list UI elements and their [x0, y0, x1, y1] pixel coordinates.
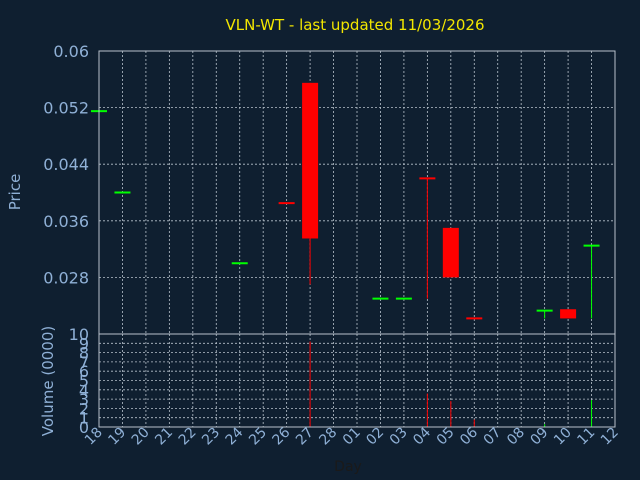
price-tick-label: 0.036 — [43, 212, 89, 231]
candle-body — [560, 309, 577, 319]
volume-tick-label: 5 — [79, 372, 89, 391]
volume-panel-frame — [98, 333, 616, 428]
volume-tick-label: 10 — [69, 325, 89, 344]
price-tick-label: 0.06 — [53, 42, 89, 61]
candle-body — [442, 227, 459, 278]
price-tick-label: 0.052 — [43, 99, 89, 118]
volume-tick-label: 8 — [79, 344, 89, 363]
volume-tick-label: 0 — [79, 418, 89, 437]
x-axis-label: Day — [334, 459, 362, 475]
volume-tick-label: 9 — [79, 334, 89, 353]
chart-title: VLN-WT - last updated 11/03/2026 — [225, 16, 484, 34]
price-tick-label: 0.028 — [43, 268, 89, 287]
volume-axis-label: Volume (0000) — [39, 326, 57, 436]
volume-grid — [99, 334, 615, 427]
price-axis-label: Price — [6, 174, 24, 211]
candle-body — [302, 82, 319, 239]
volume-tick-label: 4 — [79, 381, 89, 400]
volume-tick-label: 1 — [79, 409, 89, 428]
volume-tick-label: 3 — [79, 390, 89, 409]
volume-bars — [309, 341, 593, 427]
volume-tick-label: 2 — [79, 399, 89, 418]
candles — [91, 82, 600, 320]
volume-tick-label: 7 — [79, 353, 89, 372]
price-tick-label: 0.044 — [43, 155, 89, 174]
price-tick-labels: 0.06 0.052 0.044 0.036 0.028 — [43, 42, 89, 287]
x-tick-labels: 18 19 20 21 22 23 24 25 26 27 28 01 02 03 04 05 06 07 08 09… — [82, 424, 622, 448]
volume-tick-label: 6 — [79, 362, 89, 381]
price-grid — [99, 51, 615, 334]
